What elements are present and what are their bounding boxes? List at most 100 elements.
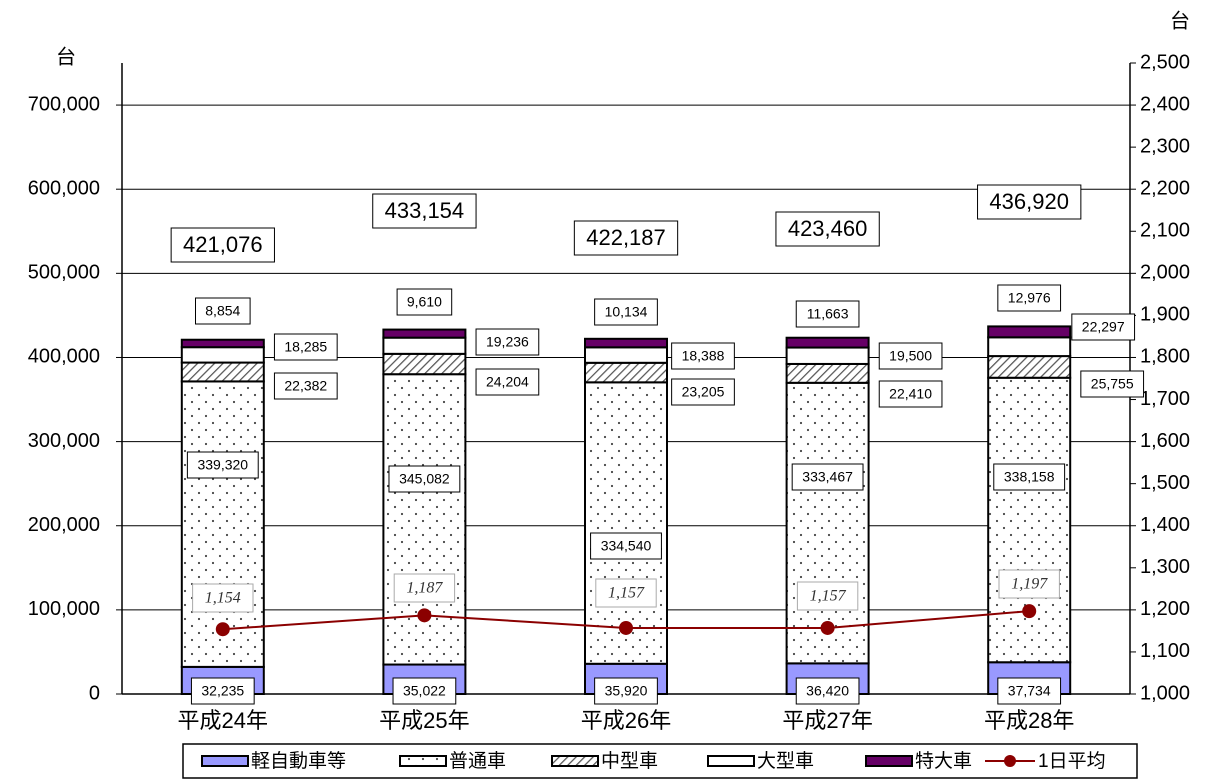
legend-marker bbox=[1004, 755, 1016, 767]
data-label: 333,467 bbox=[802, 469, 853, 485]
y2-tick-label: 1,300 bbox=[1140, 556, 1190, 578]
y-tick-label: 400,000 bbox=[28, 346, 100, 368]
line-marker bbox=[417, 608, 432, 623]
data-label-box bbox=[795, 677, 860, 705]
y2-tick-label: 1,200 bbox=[1140, 598, 1190, 620]
legend-label: 1日平均 bbox=[1038, 750, 1106, 772]
y2-tick-label: 1,600 bbox=[1140, 430, 1190, 452]
bar-segment bbox=[987, 325, 1072, 339]
data-label-box bbox=[878, 342, 943, 370]
bar-segment bbox=[382, 336, 467, 355]
y2-tick-label: 1,000 bbox=[1140, 682, 1190, 704]
line-marker bbox=[820, 620, 835, 635]
data-label: 35,920 bbox=[605, 683, 648, 699]
data-label: 19,500 bbox=[889, 348, 932, 364]
data-label: 334,540 bbox=[601, 538, 652, 554]
bar-segment bbox=[987, 355, 1072, 379]
data-label-box bbox=[195, 297, 251, 325]
line-label: 1,187 bbox=[406, 580, 443, 597]
data-label-box bbox=[791, 463, 864, 491]
data-label-box bbox=[475, 328, 540, 356]
bar-segment bbox=[987, 336, 1072, 358]
data-label-box bbox=[594, 677, 658, 705]
legend bbox=[182, 743, 1138, 779]
data-label: 12,976 bbox=[1008, 290, 1051, 306]
data-label: 19,236 bbox=[486, 334, 529, 350]
legend-label: 特大車 bbox=[915, 750, 972, 772]
data-label-box bbox=[594, 298, 658, 326]
y-tick-label: 100,000 bbox=[28, 598, 100, 620]
data-label-box bbox=[388, 465, 461, 493]
data-label-box bbox=[190, 677, 255, 705]
y2-tick-label: 2,000 bbox=[1140, 262, 1190, 284]
data-label-box bbox=[1080, 370, 1145, 398]
data-label: 345,082 bbox=[399, 471, 450, 487]
y2-tick-label: 1,700 bbox=[1140, 388, 1190, 410]
bar-segment bbox=[382, 328, 467, 339]
data-label: 37,734 bbox=[1008, 683, 1051, 699]
data-label: 338,158 bbox=[1004, 469, 1055, 485]
data-label: 25,755 bbox=[1091, 376, 1134, 392]
y2-tick-label: 1,900 bbox=[1140, 304, 1190, 326]
data-label: 11,663 bbox=[807, 306, 849, 322]
bar-segment bbox=[382, 352, 467, 376]
total-label-box bbox=[573, 220, 679, 256]
data-label-box bbox=[273, 372, 338, 400]
total-label: 423,460 bbox=[788, 216, 868, 241]
data-label-box bbox=[997, 677, 1062, 705]
total-label-box bbox=[775, 211, 880, 247]
y2-tick-label: 1,500 bbox=[1140, 472, 1190, 494]
bar-segment bbox=[180, 346, 265, 364]
x-tick-label: 平成26年 bbox=[581, 708, 671, 733]
line-marker bbox=[619, 620, 633, 635]
y-tick-label: 500,000 bbox=[28, 262, 100, 284]
data-label: 24,204 bbox=[486, 374, 529, 390]
data-label: 22,297 bbox=[1082, 319, 1125, 335]
legend-label: 普通車 bbox=[449, 750, 506, 772]
x-tick-label: 平成24年 bbox=[178, 708, 268, 733]
data-label: 18,285 bbox=[284, 339, 327, 355]
line-label: 1,157 bbox=[810, 588, 847, 605]
data-label-box bbox=[186, 451, 259, 479]
total-label: 421,076 bbox=[183, 232, 263, 257]
bar-segment bbox=[180, 361, 265, 383]
total-label: 436,920 bbox=[989, 189, 1069, 214]
y-tick-label: 700,000 bbox=[28, 93, 100, 115]
data-label-box bbox=[997, 284, 1062, 312]
bar-segment bbox=[785, 336, 870, 349]
legend-swatch bbox=[201, 755, 249, 767]
legend-swatch bbox=[551, 755, 599, 767]
line-label-box bbox=[796, 581, 859, 611]
y2-tick-label: 1,800 bbox=[1140, 346, 1190, 368]
total-label-box bbox=[977, 184, 1082, 220]
data-label-box bbox=[671, 378, 735, 406]
bar-segment bbox=[584, 337, 668, 349]
data-label-box bbox=[878, 380, 943, 408]
total-label: 433,154 bbox=[385, 198, 465, 223]
line-label: 1,154 bbox=[205, 590, 241, 607]
legend-swatch bbox=[865, 755, 913, 767]
y2-tick-label: 1,400 bbox=[1140, 514, 1190, 536]
bar-segment bbox=[987, 376, 1072, 664]
data-label: 10,134 bbox=[605, 304, 648, 320]
data-label-box bbox=[590, 532, 662, 560]
data-label: 18,388 bbox=[682, 348, 725, 364]
line-label: 1,157 bbox=[608, 585, 645, 602]
y-tick-label: 300,000 bbox=[28, 430, 100, 452]
bar-segment bbox=[785, 381, 870, 665]
data-label: 8,854 bbox=[205, 303, 240, 319]
bar-segment bbox=[785, 346, 870, 365]
y-tick-label: 200,000 bbox=[28, 514, 100, 536]
legend-swatch bbox=[399, 755, 447, 767]
x-tick-label: 平成28年 bbox=[984, 708, 1074, 733]
data-label-box bbox=[795, 300, 860, 328]
line-label: 1,197 bbox=[1011, 576, 1048, 593]
line-marker bbox=[1022, 604, 1037, 619]
data-label-box bbox=[396, 288, 453, 316]
y2-tick-label: 2,100 bbox=[1140, 220, 1190, 242]
x-tick-label: 平成25年 bbox=[379, 708, 469, 733]
line-label-box bbox=[393, 573, 456, 603]
data-label-box bbox=[273, 333, 338, 361]
y-tick-label: 600,000 bbox=[28, 177, 100, 199]
